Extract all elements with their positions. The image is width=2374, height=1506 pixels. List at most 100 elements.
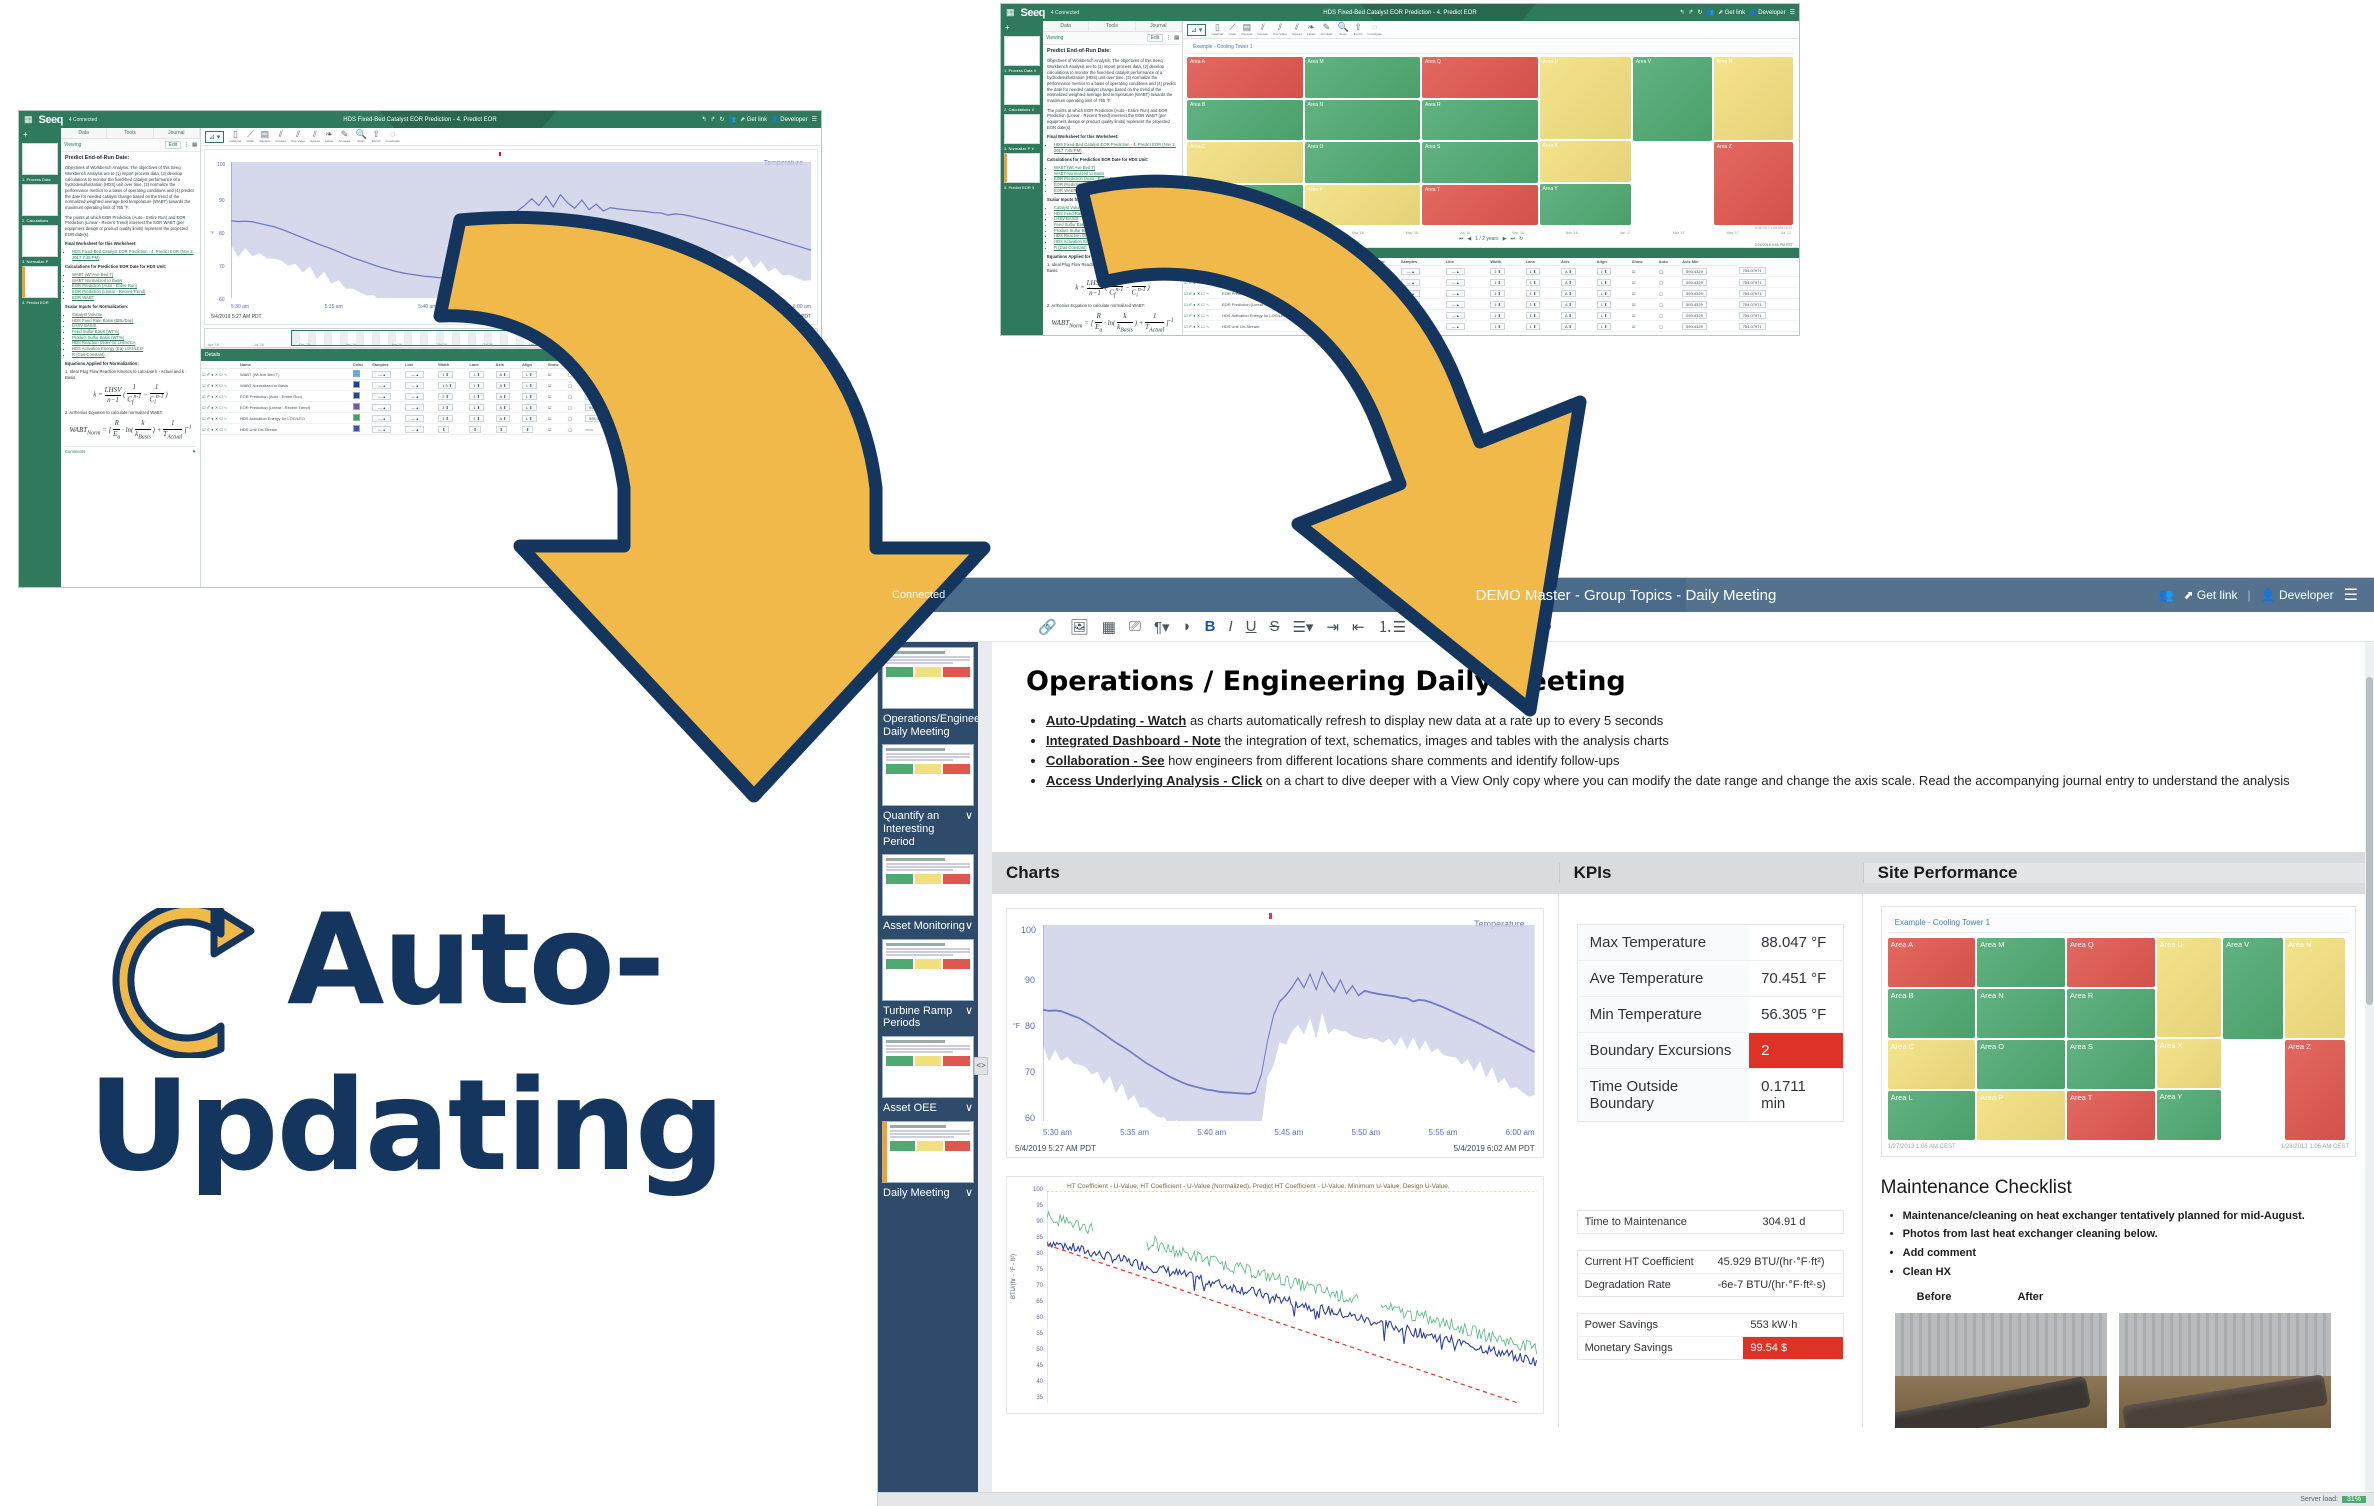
row-show[interactable]: ☑ xyxy=(546,412,567,424)
row-align[interactable]: L ⬍ xyxy=(1595,276,1631,288)
sidebar-thumbnail[interactable] xyxy=(882,854,974,917)
row-line[interactable]: — ▴ xyxy=(1444,287,1490,299)
row-axis-max[interactable]: 754.07971 xyxy=(1737,276,1799,288)
treemap-cell[interactable]: Area L xyxy=(1887,1090,1976,1140)
row-width[interactable]: 1 ⬍ xyxy=(437,412,469,424)
row-width[interactable]: 1.5 ⬍ xyxy=(437,379,469,391)
row-samples[interactable]: — ▴ xyxy=(371,390,405,402)
row-line[interactable]: — ▴ xyxy=(404,368,438,380)
journal-link[interactable]: HDS Reaction Order for LHSV/CA xyxy=(1054,233,1118,239)
worksheet-rail-left[interactable]: + 1. Process Data 2. Calculations 3. Nor… xyxy=(19,128,61,587)
row-width[interactable]: 1 ⬍ xyxy=(1489,287,1525,299)
undo-icon[interactable]: ↰ xyxy=(701,117,707,123)
strikethrough-icon[interactable]: S xyxy=(1269,618,1280,635)
users-icon[interactable]: 👥 xyxy=(1706,10,1715,16)
rail-thumb-selected[interactable]: 4. Predict EOR ∨ xyxy=(1002,153,1042,190)
sidebar-toggle-icon[interactable]: ▤ xyxy=(1174,35,1179,41)
table-icon[interactable]: ▦ xyxy=(1101,618,1116,636)
row-width[interactable]: 1 ⬍ xyxy=(1489,276,1525,288)
treemap-cell[interactable]: Area S xyxy=(1422,142,1538,183)
row-show[interactable]: ☑ xyxy=(1630,287,1658,299)
row-color[interactable] xyxy=(351,390,372,402)
row-axis[interactable]: A ⬍ xyxy=(494,368,521,380)
journal-link[interactable]: Feed Sulfur Basis (WT%) xyxy=(72,329,120,335)
users-icon[interactable]: 👥 xyxy=(728,117,737,123)
treemap-cell[interactable]: Area B xyxy=(1187,99,1303,140)
journal-link[interactable]: Product Sulfur Basis (WT%) xyxy=(72,334,125,340)
treemap-cell[interactable]: Area U xyxy=(2156,937,2222,1037)
row-axis[interactable]: ⬍ xyxy=(494,423,521,435)
treemap-cell[interactable]: Area X xyxy=(1539,141,1631,182)
journal-link[interactable]: WABT Normalized to Basis xyxy=(1054,170,1105,176)
row-show[interactable]: ☑ xyxy=(1630,309,1658,321)
row-color[interactable] xyxy=(351,423,372,435)
treemap-cell[interactable]: Area C xyxy=(1887,1039,1976,1089)
tool-gesture[interactable]: ⫽ Gesture xyxy=(1257,22,1269,37)
row-axis-max[interactable]: 754.07971 xyxy=(1737,265,1799,277)
more-icon[interactable]: ⋮ xyxy=(1166,35,1172,41)
tab-journal[interactable]: Journal xyxy=(1136,21,1182,31)
tool-capsule[interactable]: ▤ Capsule xyxy=(1241,22,1253,37)
treemap-cell[interactable]: Area N xyxy=(1304,99,1421,140)
row-lane[interactable]: 1 ⬍ xyxy=(1524,265,1560,277)
outdent-icon[interactable]: ⇤ xyxy=(1352,618,1365,636)
row-samples[interactable]: — ▴ xyxy=(1399,265,1445,277)
journal-link[interactable]: WABT Normalized to Basis xyxy=(72,277,123,283)
row-auto[interactable]: ◯ xyxy=(1657,320,1682,332)
row-show[interactable]: ☑ xyxy=(546,423,567,435)
row-lane[interactable]: 1 ⬍ xyxy=(468,412,495,424)
row-line[interactable]: — ▴ xyxy=(404,401,438,413)
row-align[interactable]: L ⬍ xyxy=(520,368,547,380)
row-axis-max[interactable]: 754.07971 xyxy=(1737,287,1799,299)
get-link-button[interactable]: ⬈ Get link xyxy=(1718,10,1746,16)
row-icons[interactable]: ☑ ✐ ● ✕ ☐ ∿ xyxy=(1183,287,1221,299)
workbench-left-toolbar[interactable]: ⊿ ▾ ▯ Calendar ⟋ Chain ▤ Capsule ⫽ Gesture ⫽… xyxy=(201,128,821,146)
tool-chain[interactable]: ⟋ Chain xyxy=(246,129,255,144)
link-icon[interactable]: 🔗 xyxy=(1038,618,1057,636)
rail-thumb[interactable]: 3. Normalize P ∨ xyxy=(1002,114,1042,151)
chevron-down-icon[interactable]: ∨ xyxy=(964,1102,973,1115)
hamburger-icon[interactable]: ☰ xyxy=(811,117,817,123)
tool-labels[interactable]: ❧ Labels xyxy=(324,129,334,144)
tool-investigate[interactable]: ◌ Investigate xyxy=(385,129,400,144)
row-lane[interactable]: 1 ⬍ xyxy=(468,368,495,380)
add-worksheet-button[interactable]: + xyxy=(23,130,28,139)
row-lane[interactable]: 1 ⬍ xyxy=(468,379,495,391)
row-icons[interactable]: ☑ ✐ ● ✕ ☐ ∿ xyxy=(1183,298,1221,310)
site-treemap-breadcrumb[interactable]: Example - Cooling Tower 1 xyxy=(1887,912,2349,933)
tool-spread[interactable]: ⫽ Spread xyxy=(310,129,320,144)
row-axis[interactable]: A ⬍ xyxy=(494,412,521,424)
journal-link[interactable]: Catalyst Volume xyxy=(72,312,103,318)
add-worksheet-button[interactable]: + xyxy=(1005,23,1010,32)
journal-link[interactable]: EOR Prediction (Auto - Entire Run) xyxy=(72,283,137,289)
indent-icon[interactable]: ⇥ xyxy=(1326,618,1340,636)
row-align[interactable]: L ⬍ xyxy=(520,390,547,402)
row-axis-max[interactable]: 754.07971 xyxy=(1737,320,1799,332)
row-icons[interactable]: ☑ ✐ ● ✕ ☐ ∿ xyxy=(201,368,239,380)
row-axis-min[interactable]: 593.4329 xyxy=(1681,320,1738,332)
treemap-cell[interactable]: Area Q xyxy=(2066,937,2155,987)
tool-calendar[interactable]: ▯ Calendar xyxy=(229,129,242,144)
treemap-cell[interactable]: Area R xyxy=(2066,988,2155,1038)
row-show[interactable]: ☑ xyxy=(546,368,567,380)
journal-link[interactable]: HDS Activation Energy (Ea) LOG/LEO xyxy=(72,346,143,352)
refresh-icon[interactable]: ↻ xyxy=(1697,10,1703,16)
sidebar-thumbnail[interactable] xyxy=(882,938,974,1001)
row-show[interactable]: ☑ xyxy=(1630,320,1658,332)
row-align[interactable]: L ⬍ xyxy=(1595,320,1631,332)
row-samples[interactable]: — ▴ xyxy=(371,379,405,391)
sidebar-thumbnail[interactable] xyxy=(882,744,974,807)
row-line[interactable]: — ▴ xyxy=(404,412,438,424)
treemap-cell[interactable]: Area P xyxy=(1304,184,1421,225)
treemap-cell[interactable]: Area N xyxy=(1977,988,2065,1038)
row-samples[interactable]: — ▴ xyxy=(371,368,405,380)
sidebar-item-asset-monitoring[interactable]: Asset Monitoring ∨ xyxy=(882,919,974,936)
treemap-cell[interactable]: Area M xyxy=(1304,57,1421,98)
row-auto[interactable]: ◯ xyxy=(1657,265,1682,277)
chevron-down-icon[interactable]: ∨ xyxy=(964,1004,973,1017)
rail-thumb[interactable]: 2. Calculations xyxy=(20,184,60,223)
align-icon[interactable]: ☰▾ xyxy=(1292,618,1314,636)
row-axis-max[interactable]: 754.07971 xyxy=(1737,298,1799,310)
redo-icon[interactable]: ↱ xyxy=(710,117,716,123)
treemap-cell[interactable]: Area N xyxy=(2285,937,2346,1038)
